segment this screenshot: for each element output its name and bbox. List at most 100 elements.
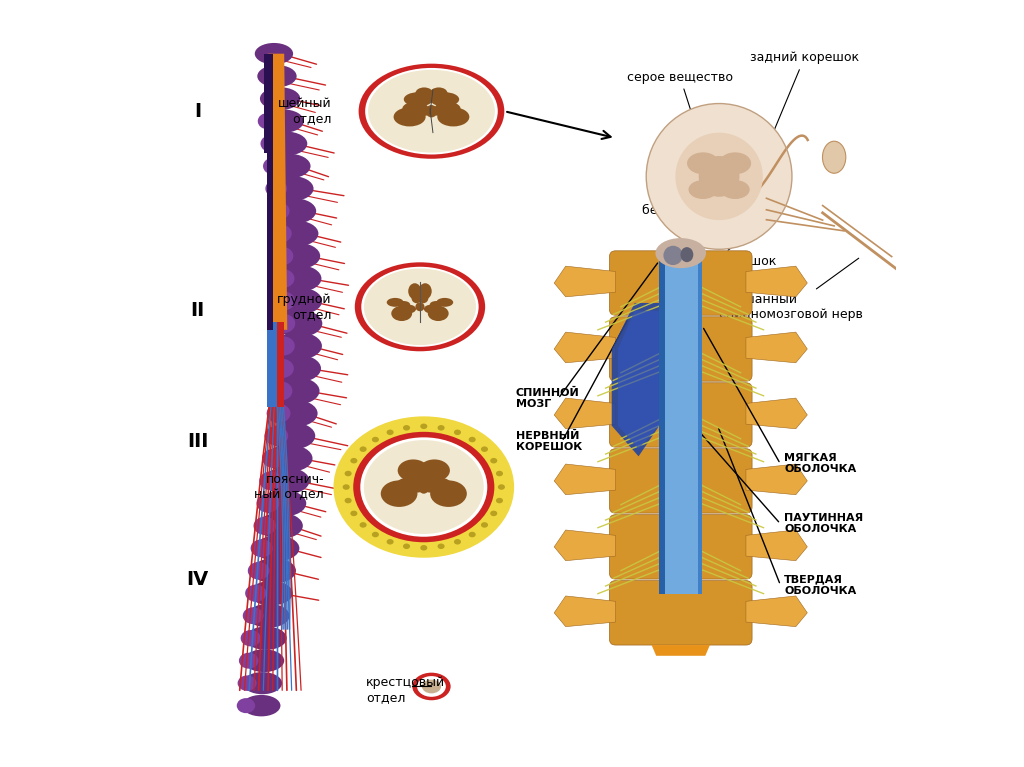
Polygon shape (554, 266, 615, 297)
Ellipse shape (498, 484, 505, 490)
Ellipse shape (413, 673, 451, 700)
Ellipse shape (403, 425, 410, 430)
Ellipse shape (403, 544, 410, 549)
Polygon shape (617, 311, 659, 449)
Ellipse shape (343, 484, 350, 490)
Ellipse shape (239, 653, 258, 669)
Ellipse shape (437, 544, 444, 549)
Ellipse shape (400, 304, 416, 314)
Polygon shape (264, 54, 279, 153)
Ellipse shape (420, 545, 427, 551)
Ellipse shape (263, 467, 309, 494)
Ellipse shape (437, 107, 469, 127)
Polygon shape (266, 322, 285, 407)
Ellipse shape (496, 471, 503, 476)
Text: передний корешок: передний корешок (650, 218, 776, 268)
Ellipse shape (397, 459, 429, 482)
Ellipse shape (426, 105, 437, 117)
Ellipse shape (687, 153, 719, 174)
Text: ОБОЛОЧКА: ОБОЛОЧКА (784, 464, 856, 475)
Ellipse shape (275, 265, 322, 292)
Ellipse shape (248, 604, 290, 627)
Ellipse shape (413, 107, 433, 116)
Ellipse shape (424, 304, 439, 314)
Polygon shape (276, 322, 285, 407)
Ellipse shape (268, 381, 293, 400)
Ellipse shape (397, 301, 411, 308)
Ellipse shape (269, 225, 292, 242)
Ellipse shape (407, 482, 427, 492)
Ellipse shape (416, 87, 433, 99)
Text: смешанный
спинномозговой нерв: смешанный спинномозговой нерв (719, 258, 863, 321)
Ellipse shape (265, 132, 307, 156)
Ellipse shape (419, 470, 440, 484)
Ellipse shape (664, 245, 683, 265)
Polygon shape (745, 398, 807, 429)
Ellipse shape (434, 102, 461, 116)
Ellipse shape (266, 403, 291, 423)
Ellipse shape (267, 153, 310, 179)
Ellipse shape (246, 627, 287, 650)
Ellipse shape (345, 471, 351, 476)
Ellipse shape (412, 292, 422, 303)
Ellipse shape (270, 247, 293, 265)
Text: МОЗГ: МОЗГ (516, 399, 551, 410)
Ellipse shape (353, 432, 495, 542)
Ellipse shape (241, 630, 261, 647)
Ellipse shape (272, 377, 319, 405)
Text: IV: IV (186, 570, 209, 588)
FancyBboxPatch shape (609, 383, 752, 447)
Polygon shape (268, 54, 288, 330)
Ellipse shape (260, 135, 282, 152)
Ellipse shape (252, 558, 296, 584)
Ellipse shape (262, 449, 286, 468)
Ellipse shape (469, 532, 476, 538)
Text: КОРЕШОК: КОРЕШОК (516, 442, 582, 453)
Ellipse shape (248, 562, 269, 580)
Ellipse shape (271, 314, 295, 333)
Ellipse shape (403, 92, 433, 107)
Ellipse shape (481, 522, 488, 528)
Ellipse shape (436, 298, 454, 307)
Ellipse shape (268, 422, 315, 449)
Ellipse shape (255, 43, 293, 64)
Ellipse shape (419, 459, 450, 482)
FancyBboxPatch shape (609, 581, 752, 645)
Ellipse shape (254, 517, 276, 535)
FancyBboxPatch shape (609, 449, 752, 513)
Ellipse shape (418, 480, 429, 494)
Ellipse shape (345, 498, 351, 503)
Ellipse shape (437, 425, 444, 430)
Ellipse shape (430, 92, 459, 107)
Ellipse shape (430, 480, 467, 507)
Text: белое вещество: белое вещество (642, 189, 753, 216)
Ellipse shape (418, 292, 428, 303)
Ellipse shape (430, 301, 442, 308)
Ellipse shape (271, 291, 295, 311)
Ellipse shape (260, 87, 300, 110)
Ellipse shape (271, 198, 316, 224)
Text: МЯГКАЯ: МЯГКАЯ (784, 453, 837, 463)
Ellipse shape (267, 202, 290, 220)
Ellipse shape (257, 65, 297, 87)
Ellipse shape (242, 695, 281, 716)
Polygon shape (664, 253, 697, 594)
Ellipse shape (275, 288, 323, 314)
Ellipse shape (676, 133, 763, 220)
Ellipse shape (421, 482, 440, 492)
Polygon shape (554, 596, 615, 627)
FancyBboxPatch shape (609, 317, 752, 381)
Ellipse shape (419, 283, 432, 299)
Ellipse shape (368, 70, 495, 153)
Text: I: I (194, 102, 201, 120)
Ellipse shape (350, 458, 357, 463)
Text: СПИННОЙ: СПИННОЙ (516, 387, 580, 398)
Ellipse shape (680, 247, 693, 262)
Ellipse shape (275, 310, 323, 337)
Ellipse shape (262, 110, 304, 133)
Ellipse shape (256, 494, 280, 512)
Polygon shape (745, 332, 807, 363)
FancyBboxPatch shape (609, 515, 752, 579)
Ellipse shape (381, 480, 418, 507)
Text: шейный
отдел: шейный отдел (279, 97, 332, 125)
